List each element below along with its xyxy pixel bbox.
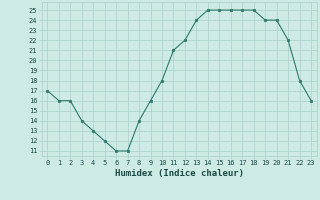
X-axis label: Humidex (Indice chaleur): Humidex (Indice chaleur)	[115, 169, 244, 178]
